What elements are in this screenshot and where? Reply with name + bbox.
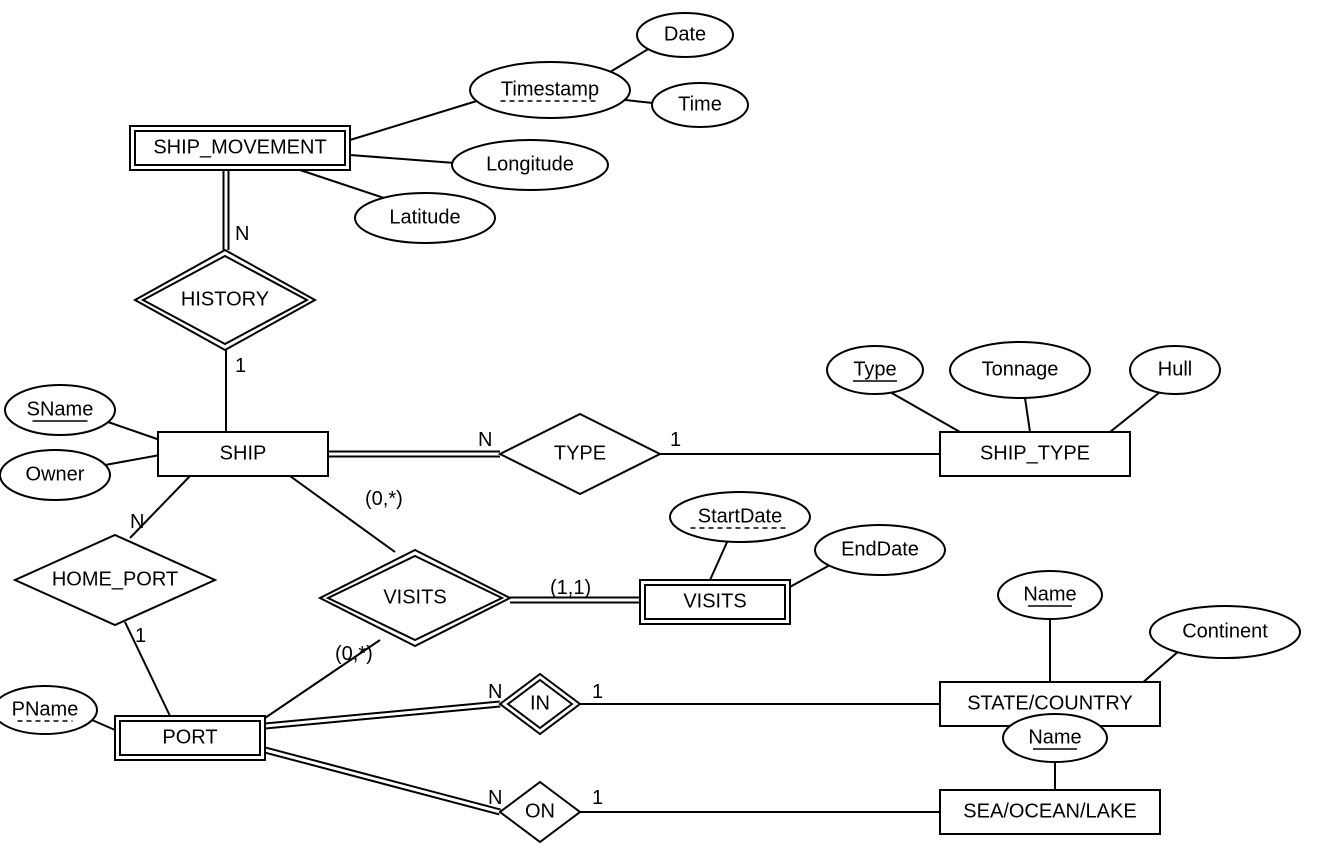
cardinality-on_n: N <box>488 787 502 809</box>
attribute-pname-label: PName <box>12 698 79 720</box>
cardinality-type_1: 1 <box>670 429 681 451</box>
cardinality-type_n: N <box>478 429 492 451</box>
attribute-date-label: Date <box>664 23 706 45</box>
attribute-pname: PName <box>0 686 97 734</box>
attribute-tonnage: Tonnage <box>950 342 1090 398</box>
entity-visits_entity-label: VISITS <box>683 590 746 612</box>
entity-ship_type: SHIP_TYPE <box>940 432 1130 476</box>
attribute-date: Date <box>637 13 733 57</box>
attribute-hull-label: Hull <box>1158 358 1192 380</box>
relationship-visits_rel: VISITS <box>320 550 510 646</box>
attribute-owner: Owner <box>0 450 110 500</box>
relationship-in: IN <box>500 674 580 734</box>
cardinality-in_1: 1 <box>592 681 603 703</box>
entity-ship_movement: SHIP_MOVEMENT <box>130 126 350 170</box>
cardinality-visits_r: (1,1) <box>550 577 591 599</box>
relationship-on: ON <box>500 782 580 842</box>
relationship-home_port-label: HOME_PORT <box>52 568 178 590</box>
relationship-on-label: ON <box>525 800 555 822</box>
attribute-longitude: Longitude <box>452 140 608 190</box>
attribute-timestamp-label: Timestamp <box>501 78 599 100</box>
attribute-name_sea: Name <box>1003 714 1107 762</box>
cardinality-homeport_n: N <box>130 511 144 533</box>
cardinality-in_n: N <box>488 681 502 703</box>
attribute-enddate: EndDate <box>815 525 945 575</box>
entity-visits_entity: VISITS <box>640 580 790 624</box>
entity-ship_movement-label: SHIP_MOVEMENT <box>153 136 326 158</box>
attribute-sname: SName <box>5 385 115 435</box>
attribute-type_attr-label: Type <box>853 358 896 380</box>
relationship-in-label: IN <box>530 692 550 714</box>
attribute-latitude: Latitude <box>355 193 495 243</box>
attribute-type_attr: Type <box>827 346 923 394</box>
attribute-tonnage-label: Tonnage <box>982 358 1059 380</box>
attribute-enddate-label: EndDate <box>841 538 919 560</box>
cardinality-homeport_1: 1 <box>135 625 146 647</box>
entity-sea_ocean_lake: SEA/OCEAN/LAKE <box>940 790 1160 834</box>
er-diagram-canvas: SHIP_MOVEMENT SHIP SHIP_TYPE VISITS PORT STAT… <box>0 0 1327 857</box>
attribute-timestamp: Timestamp <box>470 62 630 118</box>
attribute-startdate-label: StartDate <box>698 505 782 527</box>
entity-ship: SHIP <box>158 432 328 476</box>
attribute-name_sc-label: Name <box>1023 583 1076 605</box>
attribute-startdate: StartDate <box>670 492 810 542</box>
relationship-visits_rel-label: VISITS <box>383 586 446 608</box>
relationship-history-label: HISTORY <box>181 288 269 310</box>
entity-port: PORT <box>115 716 265 760</box>
attribute-longitude-label: Longitude <box>486 153 574 175</box>
entity-ship-label: SHIP <box>220 442 267 464</box>
attribute-owner-label: Owner <box>26 463 85 485</box>
attribute-sname-label: SName <box>27 398 94 420</box>
entity-state_country-label: STATE/COUNTRY <box>967 692 1133 714</box>
attribute-latitude-label: Latitude <box>389 206 460 228</box>
relationship-history: HISTORY <box>135 250 315 350</box>
attribute-continent-label: Continent <box>1182 620 1268 642</box>
cardinality-visits_tl: (0,*) <box>365 488 403 510</box>
relationship-type: TYPE <box>500 414 660 494</box>
relationship-type-label: TYPE <box>554 442 606 464</box>
attribute-time-label: Time <box>678 93 722 115</box>
cardinality-visits_bl: (0,*) <box>335 643 373 665</box>
relationship-home_port: HOME_PORT <box>15 535 215 625</box>
cardinality-history_1: 1 <box>235 355 246 377</box>
cardinality-history_n: N <box>235 223 249 245</box>
attribute-name_sc: Name <box>998 571 1102 619</box>
attribute-time: Time <box>652 83 748 127</box>
entity-sea_ocean_lake-label: SEA/OCEAN/LAKE <box>963 800 1136 822</box>
cardinality-on_1: 1 <box>592 787 603 809</box>
attribute-hull: Hull <box>1130 346 1220 394</box>
attribute-continent: Continent <box>1150 606 1300 658</box>
entity-port-label: PORT <box>162 726 217 748</box>
attribute-name_sea-label: Name <box>1028 726 1081 748</box>
entity-ship_type-label: SHIP_TYPE <box>980 442 1090 464</box>
